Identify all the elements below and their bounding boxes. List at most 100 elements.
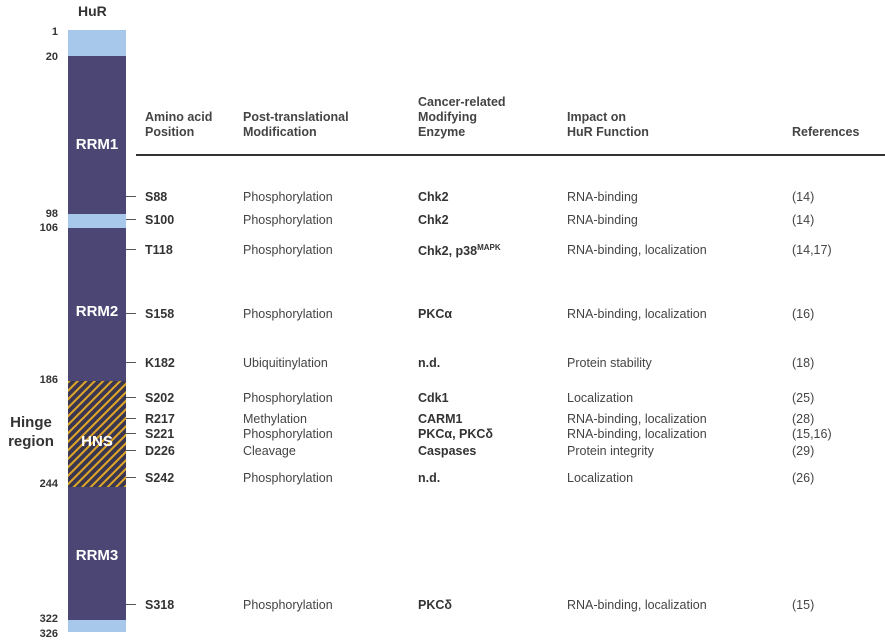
row-modification: Phosphorylation	[243, 307, 333, 321]
row-references: (14)	[792, 213, 815, 227]
row-modification: Phosphorylation	[243, 213, 333, 227]
hinge-region-label: Hinge region	[8, 414, 54, 450]
table-row: R217 Methylation CARM1 RNA-binding, loca…	[0, 412, 885, 428]
rrm2-segment	[68, 228, 126, 381]
row-impact: Protein integrity	[567, 444, 654, 458]
row-modification: Ubiquitinylation	[243, 356, 328, 370]
row-enzyme: PKCα	[418, 307, 453, 321]
row-modification: Phosphorylation	[243, 243, 333, 257]
row-position: S221	[145, 427, 175, 441]
row-enzyme: n.d.	[418, 471, 441, 485]
header-position-line2: Position	[145, 125, 195, 139]
row-impact: RNA-binding, localization	[567, 307, 707, 321]
position-label-186: 186	[39, 374, 58, 386]
table-row: S202 Phosphorylation Cdk1 Localization (…	[0, 391, 885, 407]
row-position: R217	[145, 412, 175, 426]
row-references: (29)	[792, 444, 815, 458]
row-references: (15,16)	[792, 427, 832, 441]
protein-title: HuR	[78, 3, 107, 19]
site-tick	[126, 362, 136, 363]
row-position: S88	[145, 190, 168, 204]
row-references: (28)	[792, 412, 815, 426]
row-enzyme-superscript: MAPK	[477, 243, 501, 252]
hns-segment	[68, 381, 126, 487]
header-modification-line2: Modification	[243, 125, 317, 139]
row-enzyme-text: Chk2, p38	[418, 244, 478, 259]
header-position: Amino acid Position	[145, 110, 212, 140]
row-enzyme: Chk2	[418, 213, 449, 227]
position-label-322: 322	[39, 613, 58, 625]
site-tick	[126, 313, 136, 314]
table-row: S221 Phosphorylation PKCα, PKCδ RNA-bind…	[0, 427, 885, 443]
row-modification: Phosphorylation	[243, 471, 333, 485]
row-position: K182	[145, 356, 175, 370]
table-row: D226 Cleavage Caspases Protein integrity…	[0, 444, 885, 460]
row-position: S100	[145, 213, 175, 227]
row-impact: Localization	[567, 471, 634, 485]
row-enzyme: Chk2, p38MAPK	[418, 243, 501, 258]
row-impact: RNA-binding	[567, 190, 638, 204]
row-position: T118	[145, 243, 173, 257]
row-enzyme: n.d.	[418, 356, 441, 370]
row-position: S202	[145, 391, 175, 405]
rrm3-segment	[68, 487, 126, 620]
row-enzyme: Cdk1	[418, 391, 449, 405]
header-enzyme-line3: Enzyme	[418, 125, 466, 139]
row-modification: Methylation	[243, 412, 307, 426]
row-references: (15)	[792, 598, 815, 612]
header-divider	[136, 154, 885, 156]
header-position-line1: Amino acid	[145, 110, 213, 124]
table-row: S318 Phosphorylation PKCδ RNA-binding, l…	[0, 598, 885, 614]
row-modification: Cleavage	[243, 444, 296, 458]
position-label-1: 1	[51, 26, 58, 38]
row-enzyme: Chk2	[418, 190, 449, 204]
table-row: S242 Phosphorylation n.d. Localization (…	[0, 471, 885, 487]
row-modification: Phosphorylation	[243, 598, 333, 612]
row-references: (14,17)	[792, 243, 832, 257]
row-position: D226	[145, 444, 175, 458]
n-terminal-segment	[68, 30, 126, 56]
row-enzyme: PKCα, PKCδ	[418, 427, 493, 441]
row-impact: RNA-binding, localization	[567, 243, 707, 257]
position-label-326: 326	[39, 628, 58, 640]
row-impact: RNA-binding, localization	[567, 412, 707, 426]
position-label-106: 106	[39, 222, 58, 234]
row-impact: RNA-binding	[567, 213, 638, 227]
row-references: (16)	[792, 307, 815, 321]
header-enzyme: Cancer-related Modifying Enzyme	[418, 95, 506, 140]
row-enzyme: Caspases	[418, 444, 477, 458]
row-references: (18)	[792, 356, 815, 370]
row-modification: Phosphorylation	[243, 427, 333, 441]
row-impact: RNA-binding, localization	[567, 427, 707, 441]
site-tick	[126, 477, 136, 478]
row-references: (14)	[792, 190, 815, 204]
row-impact: Localization	[567, 391, 634, 405]
row-enzyme: CARM1	[418, 412, 463, 426]
row-position: S158	[145, 307, 175, 321]
rrm1-label: RRM1	[75, 136, 119, 153]
row-position: S242	[145, 471, 175, 485]
table-row: S88 Phosphorylation Chk2 RNA-binding (14…	[0, 190, 885, 206]
table-row: T118 Phosphorylation Chk2, p38MAPK RNA-b…	[0, 243, 885, 259]
site-tick	[126, 433, 136, 434]
table-row: S100 Phosphorylation Chk2 RNA-binding (1…	[0, 213, 885, 229]
hns-label: HNS	[81, 433, 113, 450]
c-terminal-segment	[68, 620, 126, 632]
header-impact-line1: Impact on	[567, 110, 627, 124]
row-references: (26)	[792, 471, 815, 485]
header-modification: Post-translational Modification	[243, 110, 349, 140]
site-tick	[126, 196, 136, 197]
position-label-20: 20	[45, 51, 58, 63]
rrm2-label: RRM2	[75, 303, 119, 320]
site-tick	[126, 397, 136, 398]
table-row: S158 Phosphorylation PKCα RNA-binding, l…	[0, 307, 885, 323]
site-tick	[126, 604, 136, 605]
site-tick	[126, 450, 136, 451]
header-impact: Impact on HuR Function	[567, 110, 649, 140]
position-label-244: 244	[39, 478, 58, 490]
row-references: (25)	[792, 391, 815, 405]
site-tick	[126, 418, 136, 419]
row-position: S318	[145, 598, 175, 612]
rrm3-label: RRM3	[75, 547, 119, 564]
row-impact: Protein stability	[567, 356, 652, 370]
